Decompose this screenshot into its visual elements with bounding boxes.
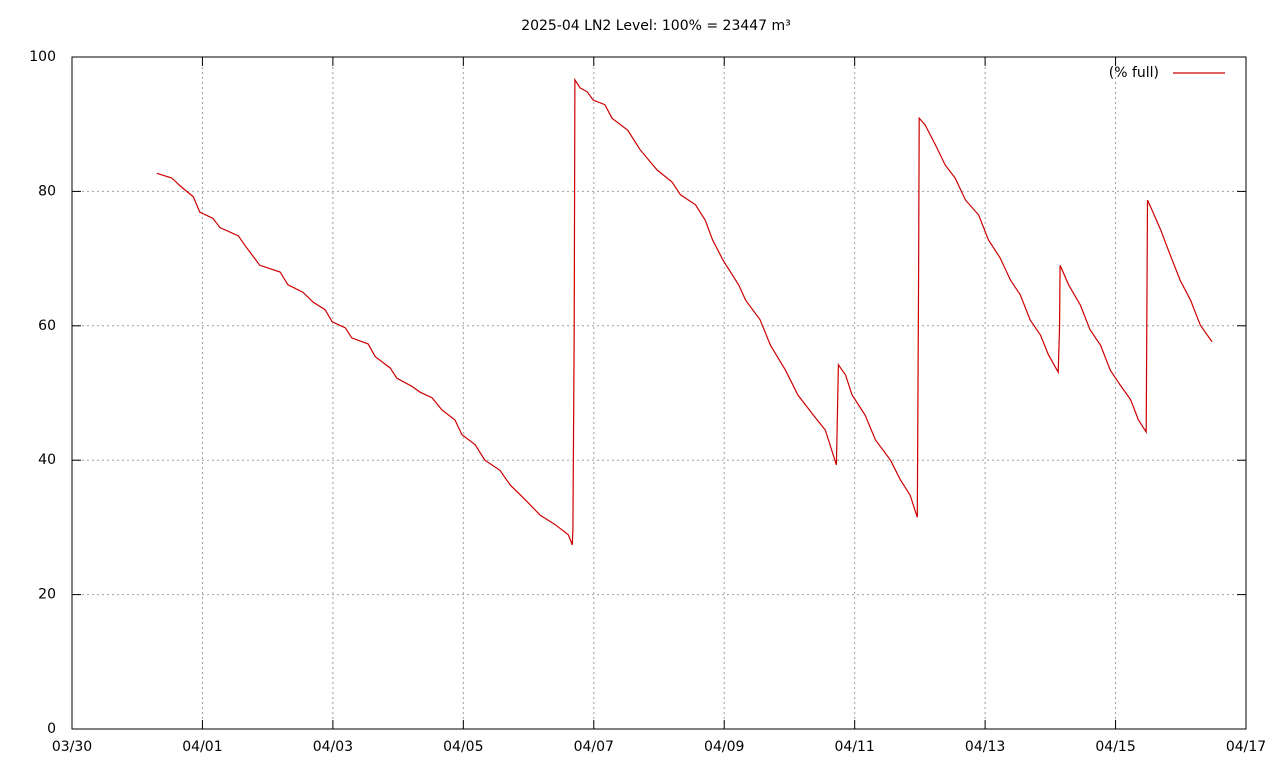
data-line [156, 77, 1213, 546]
x-tick-label: 04/07 [574, 739, 614, 755]
x-tick-label: 04/03 [313, 739, 353, 755]
y-tick-label: 80 [38, 183, 56, 199]
x-tick-label: 03/30 [52, 739, 92, 755]
x-tick-label: 04/09 [704, 739, 744, 755]
x-tick-label: 04/01 [182, 739, 222, 755]
y-tick-label: 20 [38, 587, 56, 603]
y-tick-label: 100 [29, 49, 56, 65]
x-tick-label: 04/05 [443, 739, 483, 755]
x-tick-label: 04/11 [834, 739, 874, 755]
y-tick-label: 0 [47, 721, 56, 737]
plot-frame [71, 56, 1247, 730]
legend-label: (% full) [1109, 65, 1159, 81]
y-tick-label: 40 [38, 452, 56, 468]
x-tick-label: 04/15 [1095, 739, 1135, 755]
x-tick-label: 04/17 [1226, 739, 1266, 755]
y-tick-label: 60 [38, 318, 56, 334]
chart-title: 2025-04 LN2 Level: 100% = 23447 m³ [521, 18, 791, 34]
x-tick-label: 04/13 [965, 739, 1005, 755]
